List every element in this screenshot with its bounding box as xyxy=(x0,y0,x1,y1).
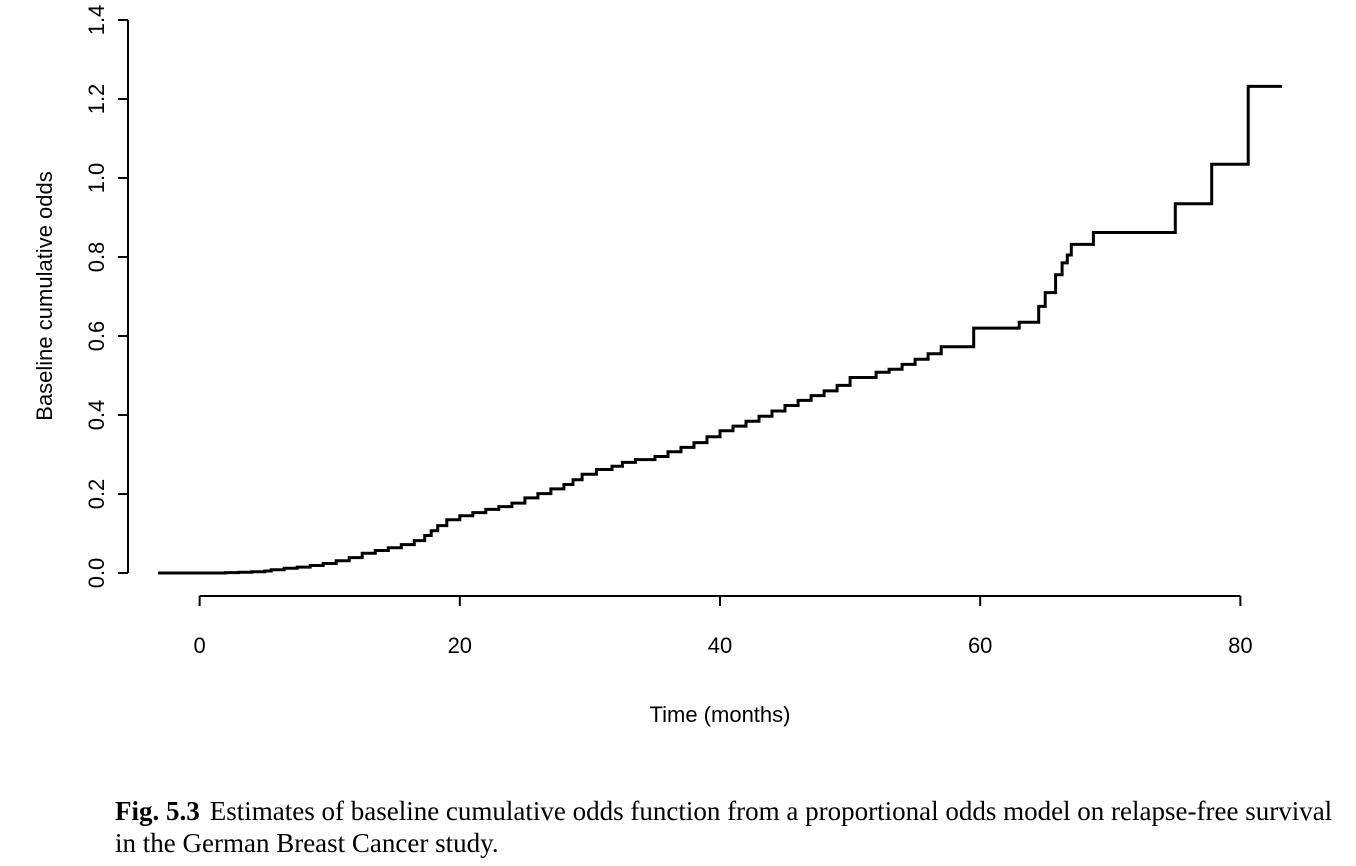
figure-caption: Fig. 5.3 Estimates of baseline cumulative… xyxy=(115,795,1340,859)
x-axis: 0 20 40 60 80 xyxy=(194,595,1253,658)
step-line-series xyxy=(158,84,1282,575)
x-tick-label: 60 xyxy=(968,633,992,658)
y-tick-label: 0.4 xyxy=(84,400,109,431)
y-tick-label: 1.0 xyxy=(84,163,109,194)
x-tick-label: 0 xyxy=(194,633,206,658)
figure-label: Fig. 5.3 xyxy=(115,796,200,826)
x-tick-label: 80 xyxy=(1228,633,1252,658)
y-tick-label: 1.2 xyxy=(84,84,109,115)
x-tick-label: 20 xyxy=(448,633,472,658)
x-tick-label: 40 xyxy=(708,633,732,658)
plot-area xyxy=(158,84,1282,575)
x-axis-title: Time (months) xyxy=(650,702,791,727)
y-tick-label: 1.4 xyxy=(84,5,109,36)
y-tick-label: 0.2 xyxy=(84,479,109,510)
y-axis: 0.0 0.2 0.4 0.6 0.8 1.0 1.2 1.4 xyxy=(84,5,129,589)
y-axis-title: Baseline cumulative odds xyxy=(32,171,57,420)
y-tick-label: 0.6 xyxy=(84,321,109,352)
y-tick-label: 0.0 xyxy=(84,558,109,589)
chart: 0.0 0.2 0.4 0.6 0.8 1.0 1.2 1.4 0 20 40 60 80 Time … xyxy=(32,5,1282,727)
y-tick-label: 0.8 xyxy=(84,242,109,273)
figure-caption-text: Estimates of baseline cumulative odds fu… xyxy=(115,796,1333,858)
